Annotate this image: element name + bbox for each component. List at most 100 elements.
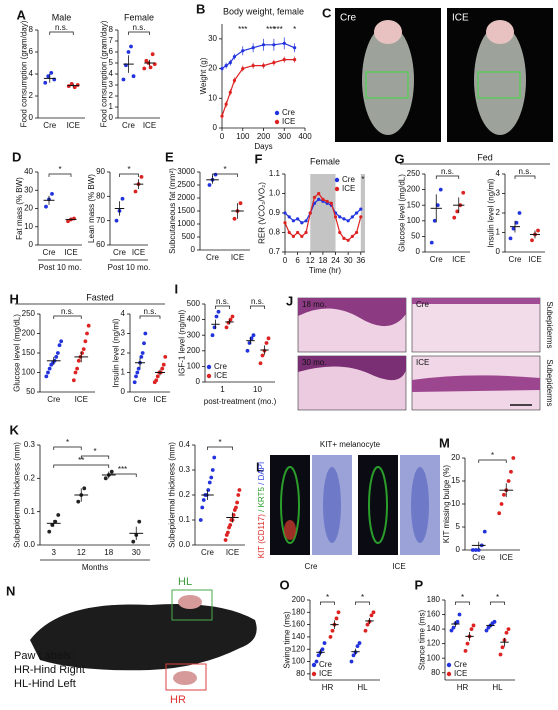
sig-label: n.s.: [519, 167, 532, 176]
legend-label: ICE: [342, 184, 355, 193]
sig-bracket: [80, 455, 110, 459]
y-tick-label: 500: [182, 232, 196, 241]
y-tick-label: 1: [109, 102, 114, 111]
y-tick-label: 0.9: [269, 208, 281, 217]
point: [80, 351, 84, 355]
sig-label: *: [461, 593, 464, 602]
x-tick-label: 30: [132, 548, 141, 557]
point: [517, 211, 522, 215]
y-tick-label: 40: [24, 167, 33, 176]
y-tick-label: 0: [213, 123, 218, 132]
y-label: Insulin level (ng/ml): [112, 318, 121, 387]
point: [350, 215, 354, 219]
x-tick-label: HL: [492, 683, 503, 692]
sig-bracket: [108, 473, 137, 477]
panel-letter: E: [165, 149, 174, 164]
side-label: Subepiderms: [545, 301, 554, 348]
y-tick-label: 4: [109, 69, 114, 78]
point: [57, 343, 62, 348]
point: [514, 220, 519, 225]
point: [86, 323, 91, 328]
point: [304, 219, 308, 223]
x-tick-label: 12: [306, 256, 315, 265]
point: [216, 309, 221, 314]
legend-marker: [274, 119, 280, 125]
y-tick-label: 0: [191, 245, 196, 254]
point: [461, 190, 466, 195]
point: [75, 366, 80, 371]
x-tick-label: ICE: [528, 255, 541, 264]
point: [300, 221, 304, 225]
y-tick-label: 0: [196, 377, 201, 386]
y-tick-label: 0.2: [179, 490, 191, 499]
panel-letter: D: [12, 149, 21, 164]
point: [500, 645, 505, 650]
y-tick-label: 0.3: [179, 465, 191, 474]
sig-bracket: [53, 464, 110, 468]
point: [232, 216, 237, 221]
y-tick-label: 7: [109, 36, 114, 45]
sig-bracket: [455, 601, 470, 605]
point: [224, 325, 229, 330]
point: [212, 455, 217, 460]
y-tick-label: 80: [431, 668, 440, 677]
point: [213, 172, 218, 177]
point: [266, 336, 271, 341]
x-tick-label: Cre: [201, 548, 214, 557]
point: [137, 519, 142, 524]
sig-label: *: [218, 438, 221, 447]
point: [150, 52, 155, 57]
x-tick-label: ICE: [153, 395, 166, 404]
y-tick-label: 0: [29, 240, 34, 249]
x-tick-label: Cre: [134, 395, 147, 404]
sig-label: n.s.: [144, 307, 157, 316]
point: [76, 358, 81, 363]
panel-letter: F: [255, 151, 263, 166]
legend-marker: [446, 671, 452, 677]
ylabel-part: KIT (CD117): [257, 514, 266, 558]
point: [492, 619, 497, 624]
point: [333, 215, 338, 219]
sig-label: *: [496, 593, 499, 602]
image-label: 18 mo.: [302, 300, 326, 309]
x-label: Days: [254, 142, 272, 151]
y-tick-label: 250: [407, 169, 421, 178]
ylabel-part: / DAPI: [257, 462, 266, 487]
y-label: Lean mass (% BW): [87, 174, 96, 243]
point: [224, 102, 228, 106]
point: [46, 370, 50, 375]
panel-letter: A: [17, 7, 27, 22]
sig-label: *: [127, 165, 130, 174]
x-tick-label: Cre: [509, 255, 522, 264]
point: [261, 43, 266, 47]
x-tick-label: HR: [457, 683, 469, 692]
y-label: Glucose level (mg/dL): [398, 174, 407, 252]
point: [359, 207, 363, 211]
point: [258, 361, 263, 366]
xray-images: [335, 8, 553, 142]
point: [350, 234, 354, 238]
y-label: Subepidermal thickness (mm): [168, 442, 177, 548]
point: [49, 71, 54, 75]
y-tick-label: 150: [22, 348, 36, 357]
legend-marker: [311, 662, 317, 668]
y-tick-label: 500: [187, 299, 201, 308]
point: [142, 341, 146, 346]
point: [55, 351, 60, 355]
point: [359, 215, 363, 219]
y-tick-label: 0: [496, 247, 501, 256]
x-tick-label: Cre: [430, 255, 443, 264]
legend-label: Cre: [282, 108, 295, 117]
point: [136, 366, 141, 371]
point: [228, 61, 232, 65]
y-tick-label: 70: [96, 216, 105, 225]
point: [497, 511, 502, 516]
chart-title: Body weight, female: [223, 6, 304, 16]
y-tick-label: 3000: [177, 167, 195, 176]
legend-label: Cre: [214, 362, 227, 371]
x-tick-label: 200: [257, 132, 271, 141]
sig-label: *: [361, 593, 364, 602]
point: [53, 519, 58, 524]
x-tick-label: HL: [357, 683, 368, 692]
